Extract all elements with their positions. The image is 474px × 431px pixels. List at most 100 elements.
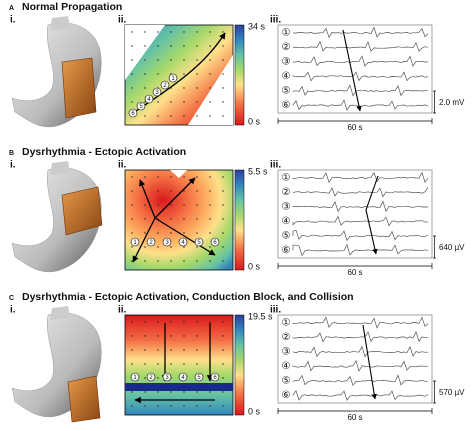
electrode-dot <box>222 232 224 234</box>
electrode-dot <box>170 363 172 365</box>
trace <box>292 389 429 401</box>
map-marker-label: 3 <box>165 240 169 246</box>
electrode-dot <box>209 218 211 220</box>
electrode-dot <box>183 321 185 323</box>
panel-title: Dysrhythmia - Ectopic Activation, Conduc… <box>22 291 354 303</box>
map-marker-label: 2 <box>163 83 167 89</box>
electrode-dot <box>157 377 159 379</box>
channel-label: ⑤ <box>282 86 291 97</box>
stomach-illustration <box>11 161 103 273</box>
map-marker-label: 5 <box>197 375 201 381</box>
electrode-dot <box>196 115 198 117</box>
electrode-dot <box>170 31 172 33</box>
electrode-dot <box>222 87 224 89</box>
channel-label: ⑥ <box>282 245 291 256</box>
activation-map <box>124 314 234 416</box>
electrode-dot <box>157 363 159 365</box>
map-marker-label: 2 <box>149 375 153 381</box>
electrode-patch <box>61 57 97 119</box>
map-marker-label: 5 <box>139 104 143 110</box>
trace-arrow <box>342 29 362 112</box>
electrode-dot <box>222 45 224 47</box>
electrode-dot <box>222 115 224 117</box>
time-bar <box>277 263 433 269</box>
map-marker <box>194 372 204 382</box>
trace-box <box>277 314 433 404</box>
map-marker-label: 6 <box>213 375 217 381</box>
trace <box>292 40 429 52</box>
electrode-dot <box>144 204 146 206</box>
electrode-dot <box>157 349 159 351</box>
electrode-dot <box>196 87 198 89</box>
electrode-dot <box>183 101 185 103</box>
propagation-arrow <box>132 32 226 114</box>
electrode-dot <box>170 335 172 337</box>
electrode-dot <box>157 204 159 206</box>
map-blank <box>125 25 233 125</box>
trace <box>292 84 429 97</box>
electrode-dot <box>157 405 159 407</box>
electrode-dot <box>209 45 211 47</box>
electrode-dot <box>144 363 146 365</box>
electrode-dot <box>144 176 146 178</box>
sub-label: iii. <box>270 305 281 316</box>
electrode-dot <box>170 204 172 206</box>
map-marker <box>178 237 188 247</box>
trace-box <box>277 24 433 114</box>
stomach-top <box>50 16 70 30</box>
map-marker <box>194 237 204 247</box>
electrode-dot <box>144 260 146 262</box>
map-marker-label: 3 <box>165 375 169 381</box>
electrode-dot <box>196 73 198 75</box>
scale-max: 19.5 s <box>248 311 273 321</box>
electrode-dot <box>131 391 133 393</box>
stomach-illustration <box>11 306 102 423</box>
channel-label: ④ <box>282 361 291 372</box>
stomach-top <box>50 161 70 175</box>
electrode-dot <box>157 246 159 248</box>
electrode-dot <box>157 260 159 262</box>
map-marker <box>130 237 140 247</box>
electrode-dot <box>222 204 224 206</box>
electrode-dot <box>222 349 224 351</box>
time-bar <box>277 118 433 124</box>
electrode-dot <box>183 232 185 234</box>
electrode-dot <box>170 246 172 248</box>
sub-label: iii. <box>270 160 281 171</box>
sub-label: ii. <box>118 15 127 26</box>
electrode-dot <box>222 246 224 248</box>
map-marker <box>210 237 220 247</box>
electrode-dot <box>131 31 133 33</box>
electrode-dot <box>196 101 198 103</box>
electrode-dot <box>196 363 198 365</box>
scale-min: 0 s <box>248 406 261 416</box>
electrode-dot <box>144 31 146 33</box>
electrode-dot <box>144 335 146 337</box>
trace <box>292 55 429 68</box>
electrode-dot <box>144 391 146 393</box>
amplitude-label: 640 µV <box>439 243 465 252</box>
electrode-dot <box>131 321 133 323</box>
electrode-dot <box>183 73 185 75</box>
trace <box>292 187 429 198</box>
channel-label: ③ <box>282 347 291 358</box>
electrode-dot <box>170 232 172 234</box>
electrode-dot <box>222 218 224 220</box>
electrode-dot <box>170 45 172 47</box>
trace <box>292 71 429 82</box>
electrode-dot <box>144 115 146 117</box>
activation-map <box>124 169 234 271</box>
electrode-dot <box>131 349 133 351</box>
trace-box <box>277 169 433 259</box>
electrode-dot <box>157 176 159 178</box>
propagation-arrow <box>132 217 156 263</box>
electrode-dot <box>209 405 211 407</box>
propagation-arrow <box>154 177 196 219</box>
electrode-dot <box>196 321 198 323</box>
electrode-dot <box>170 218 172 220</box>
electrode-dot <box>157 190 159 192</box>
electrode-dot <box>196 349 198 351</box>
electrode-dot <box>209 73 211 75</box>
electrode-dot <box>183 87 185 89</box>
